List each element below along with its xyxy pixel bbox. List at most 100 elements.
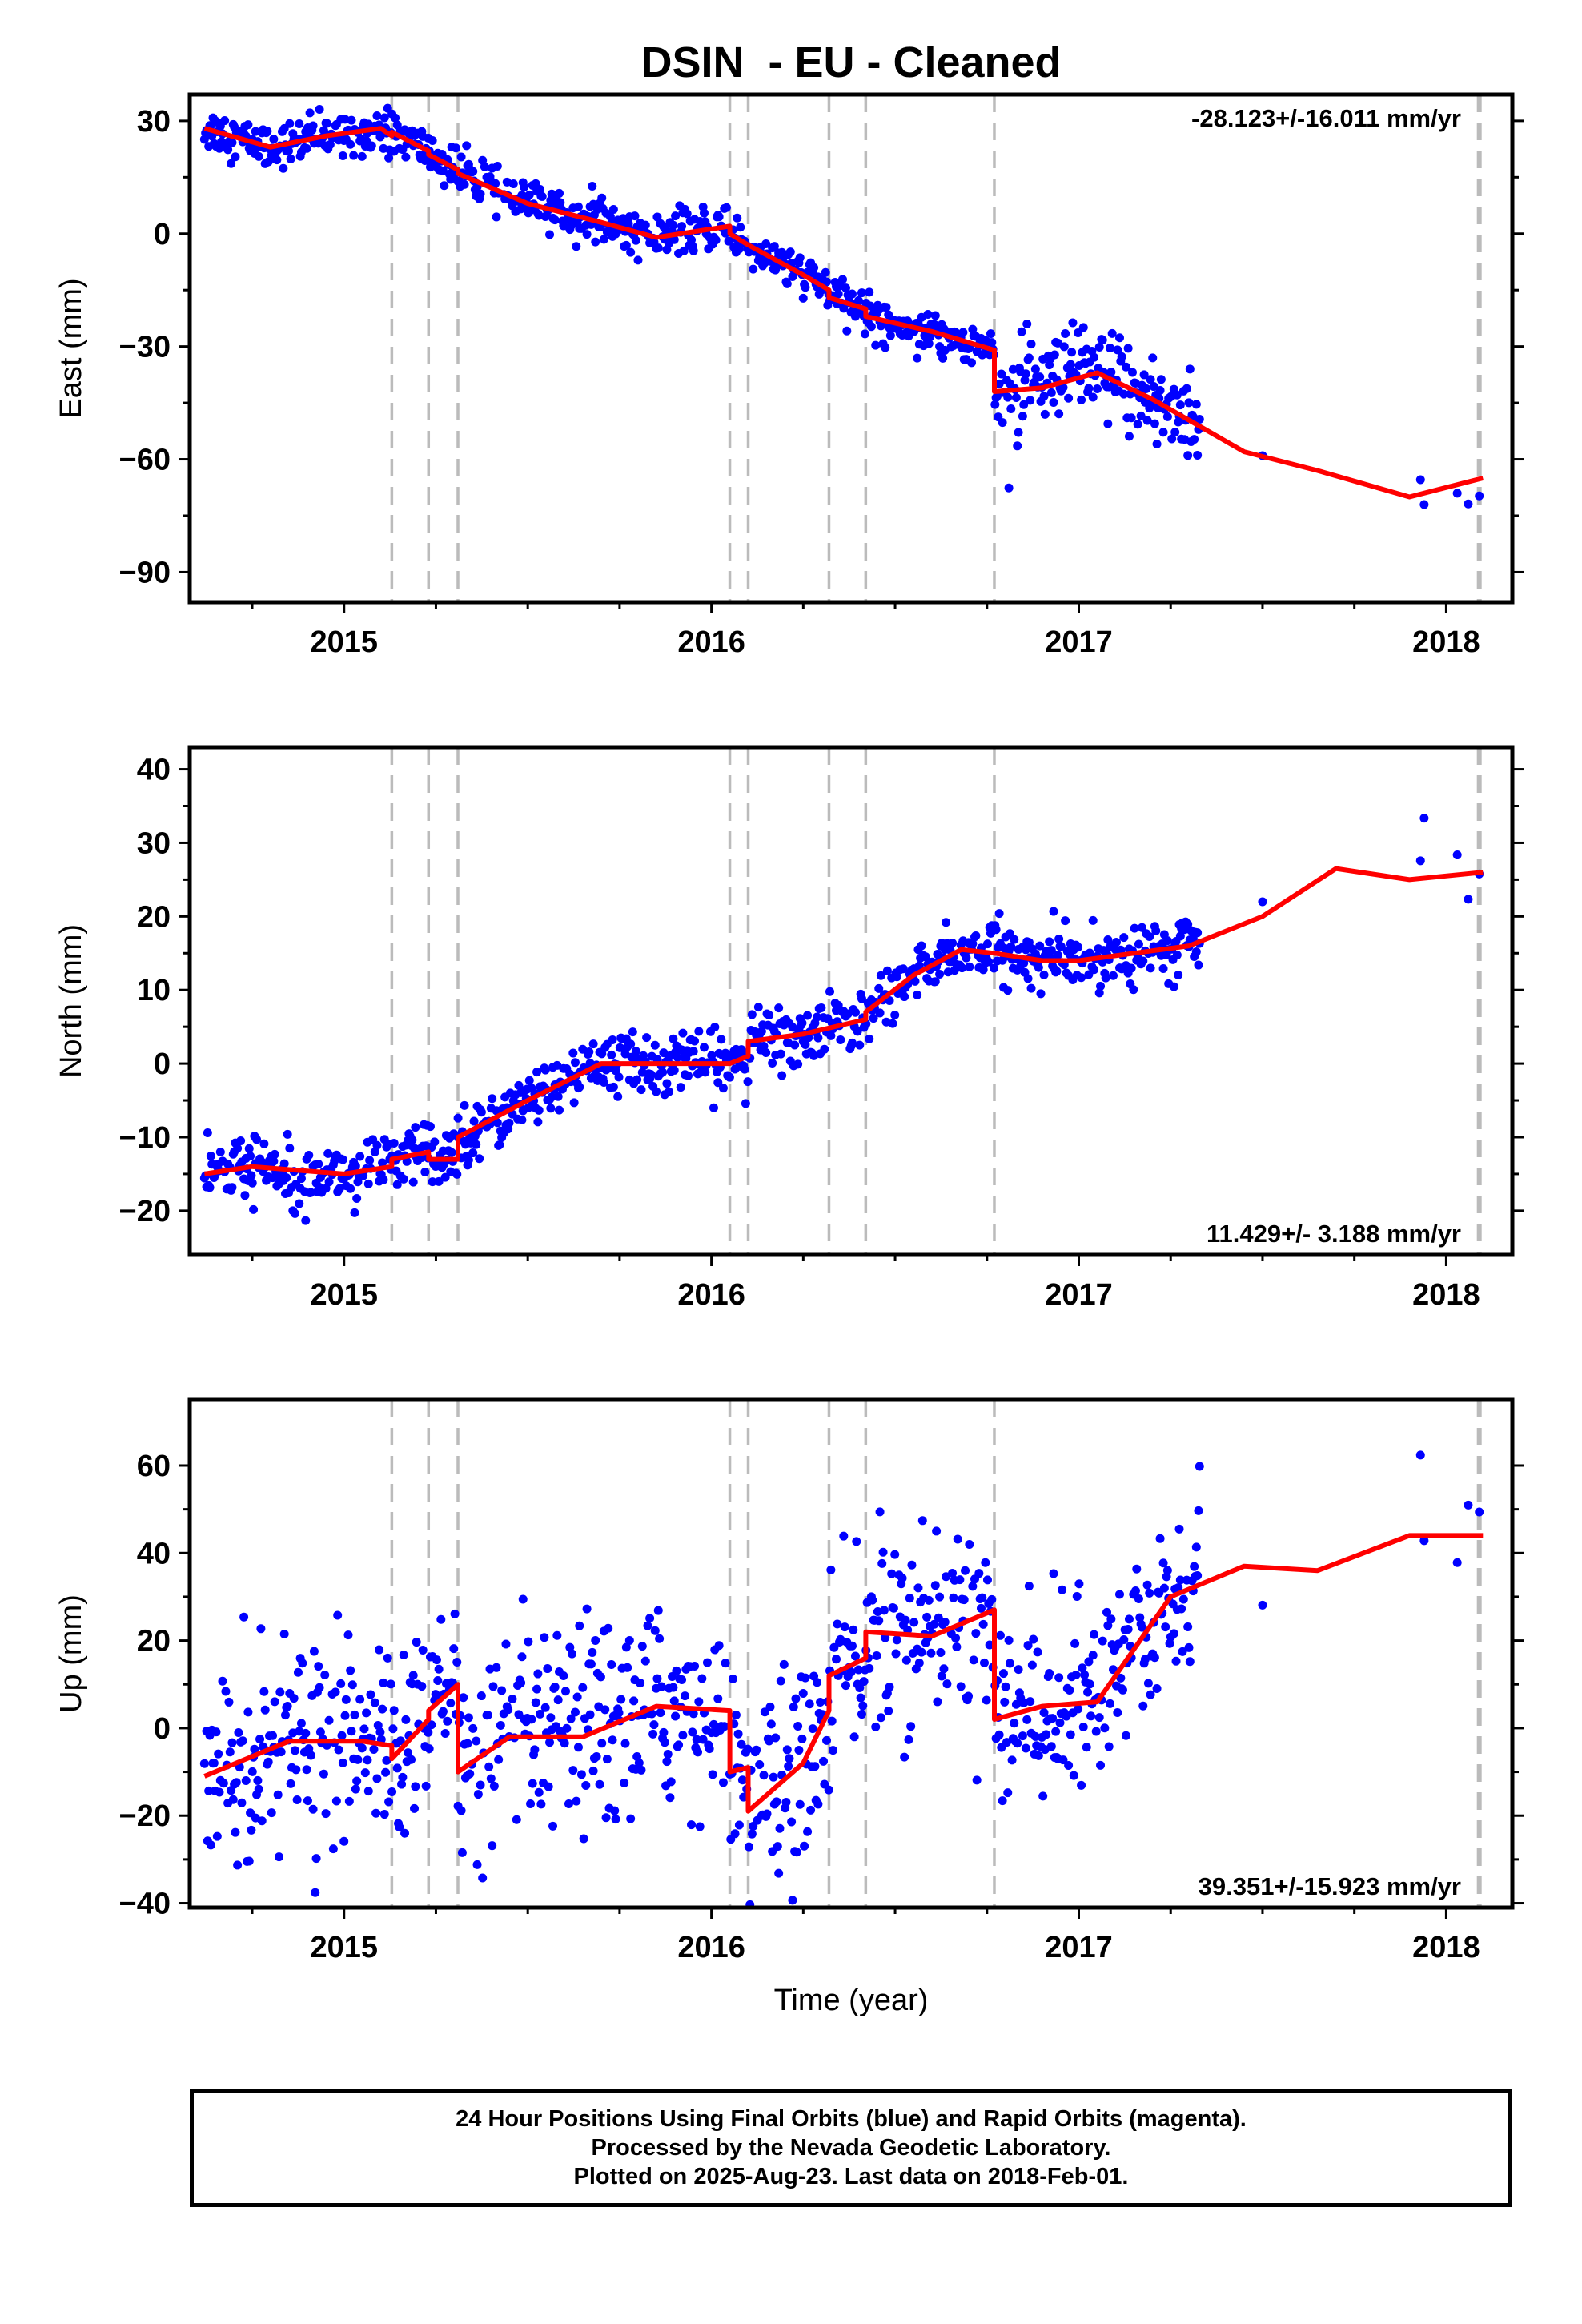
data-point (1049, 907, 1058, 916)
data-point (979, 1658, 989, 1667)
data-point (1415, 475, 1425, 485)
data-point (1077, 395, 1086, 404)
data-point (402, 1156, 412, 1166)
data-point (969, 1655, 978, 1665)
data-point (1138, 956, 1148, 966)
data-point (359, 1724, 369, 1734)
data-point (986, 329, 995, 339)
data-point (328, 1844, 338, 1854)
data-points-north (199, 814, 1484, 1225)
data-point (891, 1649, 901, 1659)
data-point (256, 1624, 266, 1634)
data-point (1104, 1742, 1114, 1751)
data-point (315, 1683, 324, 1692)
data-point (1010, 935, 1019, 944)
data-point (640, 220, 650, 230)
data-point (849, 1732, 859, 1742)
data-point (819, 1756, 829, 1766)
data-point (776, 1676, 785, 1686)
data-point (847, 1038, 857, 1047)
data-point (1195, 1462, 1204, 1471)
data-point (853, 296, 863, 305)
rate-annotation: -28.123+/-16.011 mm/yr (1191, 104, 1461, 132)
data-point (244, 1856, 254, 1866)
data-point (424, 1744, 434, 1754)
data-point (1185, 1657, 1195, 1667)
data-point (800, 1841, 809, 1851)
data-point (411, 1782, 420, 1791)
footer-caption-box: 24 Hour Positions Using Final Orbits (bl… (190, 2089, 1512, 2207)
data-point (384, 1797, 394, 1807)
rate-annotation: 39.351+/-15.923 mm/yr (1199, 1872, 1461, 1900)
x-tick-label: 2018 (1412, 625, 1480, 659)
data-point (564, 1799, 573, 1808)
data-point (524, 190, 534, 199)
data-point (302, 143, 311, 153)
data-point (362, 1708, 371, 1718)
data-point (1058, 1585, 1067, 1594)
data-point (855, 1040, 865, 1050)
data-point (588, 1039, 598, 1049)
data-point (939, 1664, 949, 1674)
data-point (761, 239, 771, 248)
figure-title: DSIN - EU - Cleaned (640, 38, 1061, 86)
data-point (381, 1767, 391, 1777)
data-point (747, 1010, 757, 1019)
data-point (1003, 1788, 1013, 1798)
data-point (1419, 500, 1429, 509)
data-point (1038, 1791, 1048, 1801)
data-point (981, 1558, 990, 1567)
plot-area-east (199, 94, 1484, 602)
data-point (379, 1175, 388, 1184)
data-point (341, 1695, 351, 1704)
data-point (520, 183, 529, 192)
data-point (832, 1655, 841, 1664)
data-point (1074, 1579, 1084, 1589)
data-point (540, 1703, 550, 1712)
data-point (1029, 1634, 1038, 1644)
data-point (282, 1173, 291, 1183)
data-point (881, 343, 890, 352)
data-point (572, 1796, 581, 1806)
data-point (308, 1804, 318, 1814)
data-point (275, 1687, 285, 1697)
data-point (730, 1829, 740, 1839)
data-point (987, 1594, 997, 1604)
data-point (1090, 965, 1099, 975)
data-point (809, 263, 819, 272)
data-point (968, 324, 978, 334)
data-point (629, 1696, 639, 1706)
data-point (588, 1647, 597, 1657)
data-point (319, 1769, 328, 1779)
data-point (833, 1619, 842, 1629)
data-point (914, 961, 924, 971)
data-point (874, 1616, 884, 1626)
data-point (504, 1118, 514, 1128)
data-point (472, 1736, 481, 1746)
data-point (991, 925, 1001, 935)
data-point (771, 1733, 781, 1743)
data-point (351, 1161, 360, 1171)
data-point (223, 145, 233, 155)
data-point (1162, 412, 1172, 421)
data-point (451, 143, 460, 153)
data-point (446, 1699, 456, 1708)
data-point (626, 1814, 636, 1823)
data-point (917, 941, 926, 951)
data-point (948, 1568, 958, 1578)
data-point (1135, 1613, 1145, 1622)
data-point (974, 1569, 984, 1578)
data-point (1172, 390, 1182, 400)
data-point (952, 1642, 962, 1651)
data-point (475, 1154, 484, 1164)
data-point (787, 1817, 797, 1827)
data-point (994, 379, 1004, 388)
data-point (890, 1011, 900, 1020)
data-point (766, 1719, 776, 1729)
data-point (1067, 348, 1077, 357)
data-point (601, 1813, 611, 1823)
data-point (608, 1035, 617, 1044)
data-point (560, 1687, 570, 1696)
data-point (989, 963, 998, 973)
data-point (1053, 951, 1062, 960)
